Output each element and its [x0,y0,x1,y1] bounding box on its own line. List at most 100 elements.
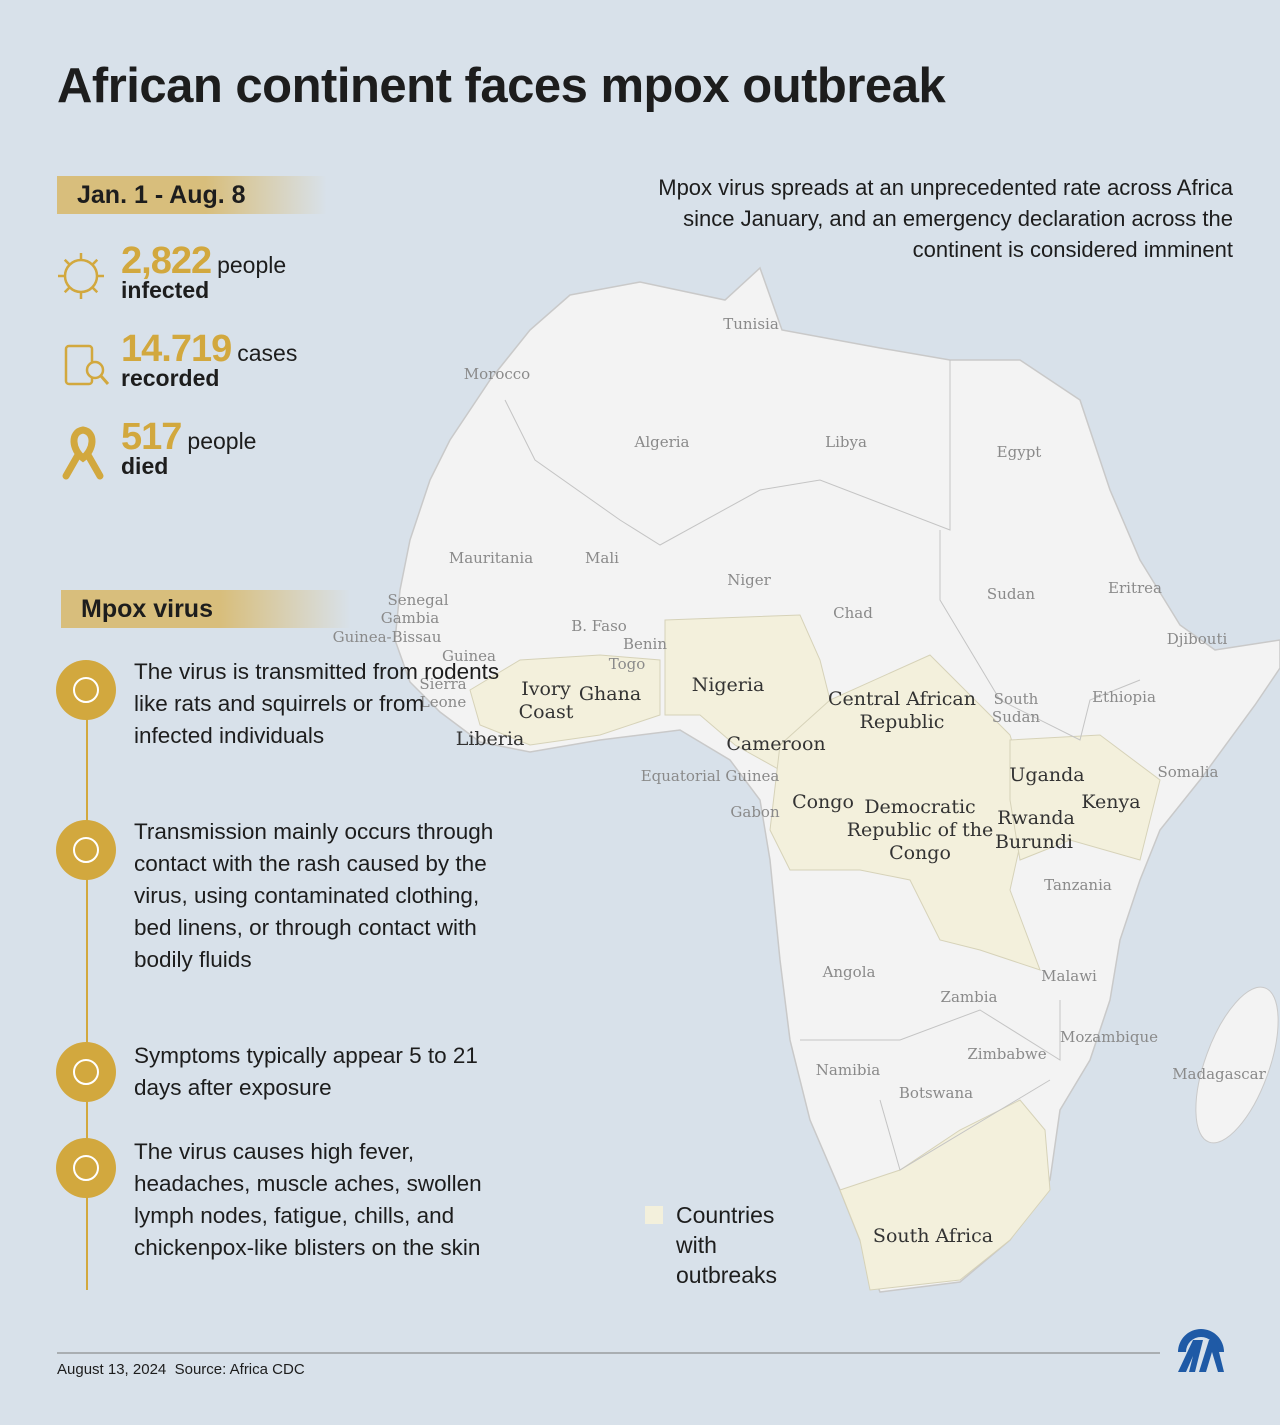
outbreak-region [1009,734,1161,861]
label-line: Mali [585,549,619,567]
madagascar [1195,986,1279,1144]
label-line: Republic of the [847,819,994,841]
label-line: Cameroon [726,733,825,755]
stat-value: 2,822 [121,240,212,282]
continent [394,266,1280,1293]
stat-value: 517 [121,416,182,458]
legend-line: with [676,1232,717,1258]
country-label: Egypt [997,443,1042,461]
label-line: B. Faso [571,617,627,635]
country-label: Madagascar [1172,1065,1266,1083]
legend: Countries with outbreaks [676,1200,777,1290]
label-line: Tanzania [1044,876,1112,894]
stat-line: 517 people [121,416,256,459]
logo-arc [1178,1329,1224,1352]
footer: August 13, 2024 Source: Africa CDC [57,1361,305,1378]
label-line: Republic [860,711,945,733]
stat-unit: cases [237,340,298,366]
logo-a [1178,1340,1203,1372]
legend-swatch [645,1206,663,1224]
country-label: Sudan [987,585,1035,603]
outbreak-country-label: Uganda [1009,764,1084,786]
label-line: Eritrea [1108,579,1162,597]
fact-icon [56,1042,116,1102]
label-line: Namibia [816,1061,880,1079]
logo-a [1199,1340,1224,1372]
virus-spike [91,258,99,266]
label-line: South [994,690,1039,708]
label-line: Chad [833,604,873,622]
label-line: Tunisia [723,315,779,333]
label-line: Zambia [941,988,998,1006]
fact-icon [56,660,116,720]
country-label: Guinea-Bissau [333,628,442,646]
title: African continent faces mpox outbreak [57,59,946,113]
label-line: Zimbabwe [967,1045,1046,1063]
country-label: Mozambique [1060,1028,1158,1046]
country-label: Zimbabwe [967,1045,1046,1063]
virus-spike [63,286,71,294]
label-line: Sierra [419,675,466,693]
border [504,360,951,546]
outbreak-country-label: Democratic Republic of the Congo [847,796,994,864]
country-label: South Sudan [992,690,1040,726]
footer-date: August 13, 2024 [57,1361,167,1378]
country-label: Mali [585,549,619,567]
stat: 14.719 cases recorded [121,328,297,392]
label-line: Niger [727,571,771,589]
fact-text: The virus causes high fever, headaches, … [134,1139,482,1260]
label-line: Congo [792,791,854,813]
country-label: Guinea [442,647,496,665]
stat-label: died [121,453,169,479]
country-label: Togo [609,655,646,673]
legend-line: outbreaks [676,1262,778,1288]
label-line: Somalia [1157,763,1218,781]
footer-source: Source: Africa CDC [174,1361,305,1378]
label-line: Guinea [442,647,496,665]
magnifier-icon [85,360,105,380]
country-label: Chad [833,604,873,622]
label-line: Egypt [997,443,1042,461]
label-line: Central African [828,688,976,710]
fact-icon-detail [73,837,99,863]
label-line: Democratic [864,796,975,818]
label-line: Coast [519,701,574,723]
country-label: Niger [727,571,771,589]
border [939,530,1141,741]
stat-value: 14.719 [121,328,232,370]
fact-icon-detail [73,1155,99,1181]
label-line: Guinea-Bissau [333,628,442,646]
outbreak-country-label: Ghana [579,683,641,705]
country-label: Libya [825,433,867,451]
label-line: Equatorial Guinea [641,767,780,785]
country-label: Morocco [464,365,530,383]
border [879,1079,1051,1171]
legend-line: Countries [676,1202,775,1228]
country-label: Gabon [730,803,780,821]
logo [1178,1329,1224,1372]
label-line: Nigeria [692,674,765,696]
label-line: Sudan [992,708,1040,726]
label-line: Burundi [995,831,1073,853]
label-line: Malawi [1041,967,1097,985]
label-line: Madagascar [1172,1065,1266,1083]
country-label: Algeria [633,433,689,451]
virus-icon [63,258,99,294]
outbreak-country-label: Congo [792,791,854,813]
magnifier-handle [99,375,110,385]
country-label: Zambia [941,988,998,1006]
label-line: Leone [420,693,467,711]
fact-text: Symptoms typically appear 5 to 21 days a… [134,1043,478,1100]
country-label: Tunisia [723,315,779,333]
country-label: Equatorial Guinea [641,767,780,785]
period: Jan. 1 - Aug. 8 [57,176,327,214]
country-label: Namibia [816,1061,880,1079]
label-line: Senegal [387,591,448,609]
fact-text: Transmission mainly occurs through conta… [134,819,494,972]
country-label: B. Faso [571,617,627,635]
label-line: Uganda [1009,764,1084,786]
label-line: Ethiopia [1092,688,1156,706]
fact-icon-detail [73,1059,99,1085]
